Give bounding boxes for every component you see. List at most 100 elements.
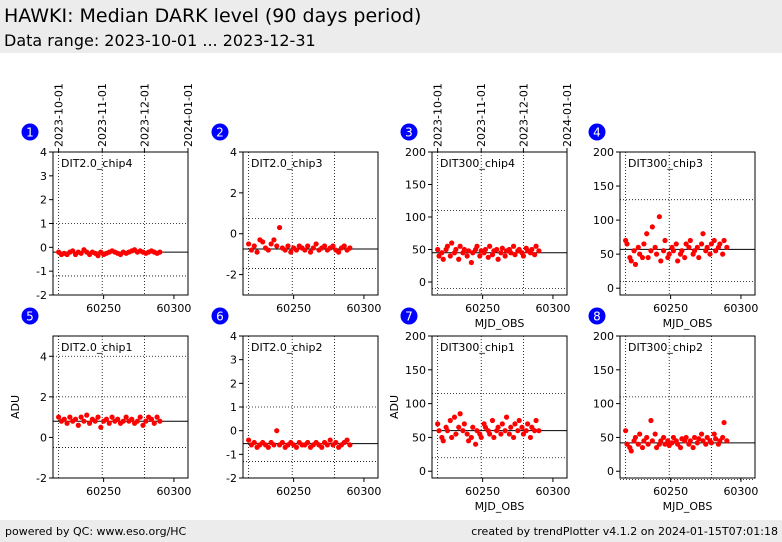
y-tick-label: 100: [405, 398, 426, 411]
data-point: [687, 237, 693, 244]
panel-label: DIT2.0_chip3: [251, 157, 322, 170]
page-subtitle: Data range: 2023-10-01 ... 2023-12-31: [4, 31, 316, 50]
data-point: [529, 246, 535, 253]
data-point: [305, 243, 311, 249]
data-point: [691, 434, 698, 441]
data-point: [533, 417, 539, 424]
data-point: [444, 428, 451, 434]
data-point: [495, 424, 501, 430]
data-point: [271, 237, 277, 243]
y-tick-label: 0: [607, 282, 614, 295]
panel-label: DIT300_chip4: [440, 157, 515, 170]
data-point: [502, 253, 508, 259]
data-point: [696, 436, 702, 442]
data-point: [143, 418, 149, 424]
x-tick-label: 60250: [465, 485, 500, 498]
data-point: [711, 431, 717, 437]
data-point: [456, 256, 462, 262]
data-point: [648, 248, 654, 254]
y-axis-label: ADU: [388, 395, 401, 419]
data-point: [641, 241, 647, 247]
panel-label: DIT300_chip2: [628, 341, 703, 354]
data-point: [260, 239, 266, 245]
y-tick-label: 150: [405, 364, 426, 377]
data-point: [649, 224, 655, 230]
x-tick-label: 60300: [535, 485, 570, 498]
data-point: [649, 438, 655, 444]
x-tick-label: 60300: [723, 302, 758, 315]
data-point: [123, 414, 129, 420]
data-point: [487, 431, 493, 437]
data-point: [457, 411, 463, 417]
plot-frame: [242, 151, 379, 296]
data-point: [468, 259, 474, 266]
data-point: [498, 250, 504, 256]
panel-badge-number: 5: [26, 310, 34, 324]
data-point: [720, 251, 726, 257]
data-point: [293, 247, 300, 253]
data-point: [246, 437, 252, 443]
data-point: [696, 254, 702, 261]
data-point: [70, 248, 76, 254]
x-tick-label: 60300: [346, 302, 381, 315]
data-point: [120, 418, 126, 424]
data-point: [246, 241, 252, 247]
data-point: [703, 441, 709, 447]
panel-5: -2 0 2 4 60250 60300 DIT2.0_chip1 ADU 5: [9, 307, 191, 498]
footer-credit: powered by QC: www.eso.org/HC: [5, 525, 187, 538]
y-tick-label: 3: [230, 354, 237, 367]
data-point: [140, 422, 146, 428]
data-point: [92, 418, 98, 424]
y-tick-label: 50: [600, 431, 614, 444]
data-point: [489, 252, 496, 258]
data-point: [645, 441, 651, 447]
date-tick-label: 2023-12-01: [517, 83, 530, 147]
data-point: [503, 414, 510, 420]
panel-6: -2 -1 0 1 2 3 4 60250 60300 DIT2.0_chip2 6: [211, 307, 381, 498]
data-point: [519, 424, 525, 430]
data-point: [658, 258, 664, 264]
data-point: [532, 252, 538, 258]
x-tick-label: 60250: [86, 302, 121, 315]
panel-badge-number: 7: [405, 310, 413, 324]
data-point: [319, 444, 325, 450]
data-point: [708, 440, 715, 446]
data-point: [624, 241, 630, 247]
data-point: [694, 440, 700, 446]
panel-3: 0 50 100 150 200 60250 60300 DIT300_chip4 MJD_OB…: [400, 83, 574, 330]
data-point: [700, 231, 706, 237]
data-point: [451, 414, 458, 420]
data-point: [656, 214, 662, 220]
panel-8: 0 50 100 150 200 60250 60300 DIT300_chip2 MJD_OB…: [588, 307, 758, 513]
plot-frame: [242, 335, 379, 479]
data-point: [652, 431, 658, 437]
panel-badge-number: 6: [216, 310, 224, 324]
y-tick-label: 100: [593, 214, 614, 227]
data-point: [265, 247, 271, 253]
data-point: [520, 253, 527, 259]
y-tick-label: 0: [419, 276, 426, 289]
x-axis-label: MJD_OBS: [475, 500, 525, 513]
data-point: [276, 224, 283, 231]
data-point: [721, 237, 727, 244]
data-point: [81, 418, 87, 424]
data-point: [457, 243, 463, 249]
data-point: [724, 244, 730, 250]
y-tick-label: 0: [230, 425, 237, 438]
data-point: [148, 416, 155, 422]
plot-frame: [619, 151, 756, 296]
data-point: [494, 246, 500, 253]
data-point: [491, 434, 497, 441]
data-point: [347, 442, 353, 448]
data-point: [157, 418, 163, 424]
y-tick-label: 4: [230, 330, 237, 343]
date-tick-label: 2023-10-01: [53, 83, 66, 147]
x-tick-label: 60250: [276, 485, 311, 498]
y-tick-label: -2: [36, 289, 47, 302]
data-point: [115, 416, 121, 422]
x-tick-label: 60300: [346, 485, 381, 498]
y-tick-label: 2: [40, 194, 47, 207]
data-point: [515, 428, 521, 434]
data-point: [628, 448, 634, 454]
